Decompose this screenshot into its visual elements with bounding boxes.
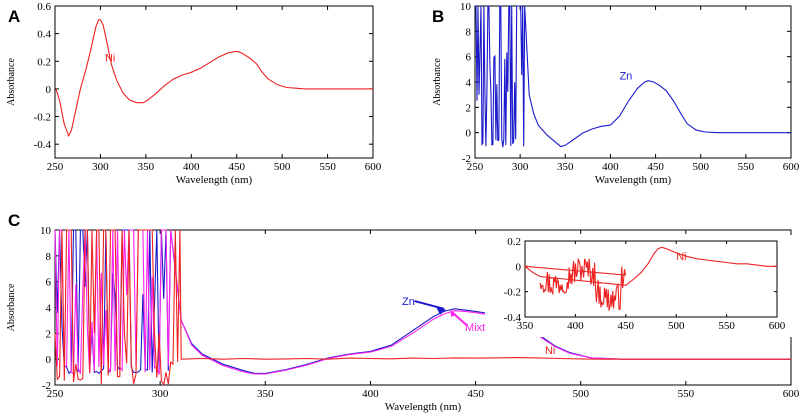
panel-b-x-tick-label: 250 xyxy=(467,161,484,173)
panel-a-x-tick-label: 250 xyxy=(47,161,64,173)
inset-x-tick-label: 550 xyxy=(718,320,735,332)
zn-arrow xyxy=(414,300,445,310)
panel-b-series-line-zn xyxy=(475,5,791,148)
panel-b-x-tick-label: 500 xyxy=(692,161,709,173)
panel-a-annotation-ni: Ni xyxy=(105,52,115,64)
panel-c-y-tick-label: 4 xyxy=(46,303,52,315)
panel-c-y-tick-label: -2 xyxy=(42,380,51,392)
panel-c-series-line-mixture xyxy=(54,229,791,376)
panel-c-x-tick-label: 550 xyxy=(678,388,695,400)
panel-c-x-tick-label: 450 xyxy=(467,388,484,400)
panel-b-y-tick-label: 8 xyxy=(466,26,472,38)
panel-b-x-tick-label: 600 xyxy=(783,161,800,173)
panel-c-x-tick-label: 400 xyxy=(362,388,379,400)
panel-b-y-tick-label: 4 xyxy=(466,77,472,89)
panel-a-y-tick-label: -0.2 xyxy=(34,112,51,124)
panel-a-y-axis-label: Absorbance xyxy=(6,58,17,106)
inset-x-tick-label: 500 xyxy=(668,320,685,332)
inset-y-tick-label: 0.2 xyxy=(507,236,521,248)
inset-x-tick-label: 450 xyxy=(618,320,635,332)
inset-y-tick-label: -0.2 xyxy=(504,287,521,299)
panel-c-annotation-ni: Ni xyxy=(545,345,555,357)
panel-a-plot-frame xyxy=(54,5,374,159)
panel-b-y-tick-label: 10 xyxy=(460,1,472,13)
panel-a-y-tick-label: 0.4 xyxy=(37,29,51,41)
panel-a-letter: A xyxy=(8,7,20,26)
panel-c-x-tick-label: 500 xyxy=(572,388,589,400)
panel-b-x-tick-label: 400 xyxy=(602,161,619,173)
inset-x-tick-label: 400 xyxy=(567,320,584,332)
panel-c-x-tick-label: 350 xyxy=(257,388,274,400)
inset-y-tick-label: 0 xyxy=(516,261,522,273)
panel-a-y-tick-label: -0.4 xyxy=(34,139,52,151)
panel-c-x-tick-label: 600 xyxy=(783,388,800,400)
panel-c-y-tick-label: 6 xyxy=(46,277,52,289)
inset-y-tick-label: -0.4 xyxy=(504,312,522,324)
panel-c-annotation-zn: Zn xyxy=(402,296,415,308)
panel-b-letter: B xyxy=(432,7,444,26)
panel-a-x-tick-label: 400 xyxy=(183,161,200,173)
mixture-arrowhead xyxy=(450,310,457,318)
panel-b-annotation-zn: Zn xyxy=(619,70,632,82)
panel-a-x-tick-label: 500 xyxy=(274,161,291,173)
inset-x-tick-label: 600 xyxy=(769,320,786,332)
panel-a-x-tick-label: 450 xyxy=(228,161,245,173)
panel-a-x-tick-label: 350 xyxy=(138,161,155,173)
panel-c-letter: C xyxy=(8,211,20,230)
inset-annotation-ni: Ni xyxy=(676,251,686,263)
panel-a-x-tick-label: 600 xyxy=(365,161,382,173)
panel-a-y-tick-label: 0.2 xyxy=(37,56,51,68)
inset-plot-frame xyxy=(524,240,778,318)
panel-b-x-tick-label: 550 xyxy=(738,161,755,173)
panel-b-y-tick-label: 6 xyxy=(466,52,472,64)
panel-b-x-tick-label: 350 xyxy=(557,161,574,173)
zn-arrowhead xyxy=(436,306,447,315)
panel-c-x-axis-label: Wavelength (nm) xyxy=(385,401,462,413)
panel-c-y-axis-label: Absorbance xyxy=(6,283,17,331)
panel-c-y-tick-label: 0 xyxy=(46,354,52,366)
panel-c-y-tick-label: 8 xyxy=(46,251,52,263)
panel-c-y-tick-label: 2 xyxy=(46,328,52,340)
panel-b-x-axis-label: Wavelength (nm) xyxy=(595,174,672,186)
panel-c-x-tick-label: 250 xyxy=(47,388,64,400)
panel-a-series-line-ni xyxy=(55,19,373,138)
inset-background xyxy=(485,235,797,337)
panel-c-y-tick-label: 10 xyxy=(40,225,52,237)
panel-b-y-tick-label: -2 xyxy=(462,153,471,165)
panel-b-x-tick-label: 450 xyxy=(647,161,664,173)
panel-a-x-tick-label: 300 xyxy=(92,161,109,173)
panel-b-y-tick-label: 0 xyxy=(466,128,472,140)
panel-c-x-tick-label: 300 xyxy=(152,388,169,400)
panel-c-series-line-ni xyxy=(54,229,791,386)
inset-series-line-ni xyxy=(523,246,777,311)
panel-a-x-axis-label: Wavelength (nm) xyxy=(176,174,253,186)
panel-b-x-tick-label: 300 xyxy=(512,161,529,173)
inset-x-tick-label: 350 xyxy=(517,320,534,332)
panel-a-y-tick-label: 0 xyxy=(46,84,52,96)
panel-a-y-tick-label: 0.6 xyxy=(37,1,51,13)
panel-b-y-axis-label: Absorbance xyxy=(432,58,443,106)
panel-a-x-tick-label: 550 xyxy=(319,161,336,173)
panel-b-y-tick-label: 2 xyxy=(466,102,472,114)
